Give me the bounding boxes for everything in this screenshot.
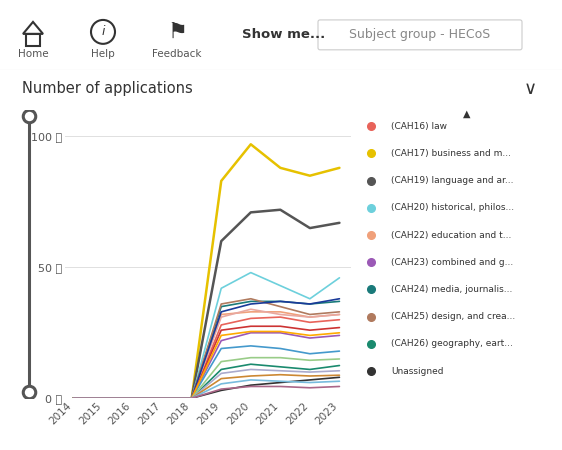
Text: Subject group - HECoS: Subject group - HECoS: [350, 28, 491, 41]
Text: Number of applications: Number of applications: [22, 81, 193, 96]
Text: (CAH19) language and ar...: (CAH19) language and ar...: [391, 176, 513, 185]
Text: Show me...: Show me...: [242, 28, 325, 41]
Text: ▲: ▲: [463, 109, 470, 119]
Text: (CAH16) law: (CAH16) law: [391, 122, 447, 130]
Text: (CAH22) education and t...: (CAH22) education and t...: [391, 230, 511, 239]
Text: Help: Help: [91, 49, 115, 59]
Text: (CAH24) media, journalis...: (CAH24) media, journalis...: [391, 285, 512, 294]
Text: (CAH17) business and m...: (CAH17) business and m...: [391, 149, 511, 158]
Text: ∨: ∨: [524, 80, 537, 98]
FancyBboxPatch shape: [318, 20, 522, 50]
Text: (CAH20) historical, philos...: (CAH20) historical, philos...: [391, 203, 514, 212]
Text: i: i: [101, 25, 105, 38]
Text: Feedback: Feedback: [152, 49, 202, 59]
Bar: [26, 34, 40, 46]
Text: ⚑: ⚑: [167, 22, 187, 42]
Text: (CAH23) combined and g...: (CAH23) combined and g...: [391, 258, 513, 267]
Text: Unassigned: Unassigned: [391, 367, 443, 376]
Text: (CAH25) design, and crea...: (CAH25) design, and crea...: [391, 312, 515, 321]
Text: (CAH26) geography, eart...: (CAH26) geography, eart...: [391, 339, 513, 348]
Text: Home: Home: [17, 49, 48, 59]
